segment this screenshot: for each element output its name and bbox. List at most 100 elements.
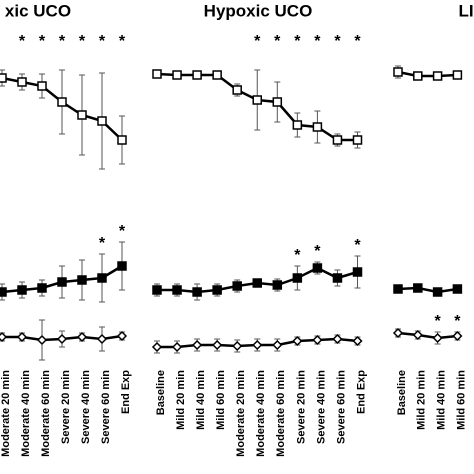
significance-star: *	[39, 33, 46, 50]
panel-title: xic UCO	[5, 1, 71, 20]
x-tick-label: End Exp	[120, 370, 132, 414]
significance-star: *	[59, 33, 66, 50]
significance-star: *	[119, 223, 126, 240]
significance-star: *	[99, 33, 106, 50]
x-tick-label: Baseline	[396, 370, 408, 415]
point	[212, 339, 223, 351]
point	[57, 97, 67, 107]
x-tick-label: Severe 60 min	[335, 370, 347, 444]
point	[16, 331, 28, 343]
significance-star: *	[274, 33, 281, 50]
point	[312, 334, 323, 346]
point	[76, 331, 88, 343]
series-line	[397, 286, 458, 294]
x-tick-label: Severe 40 min	[315, 370, 327, 444]
point	[292, 120, 303, 130]
x-tick-label: Severe 20 min	[295, 370, 307, 444]
point	[232, 281, 242, 291]
point	[352, 335, 363, 347]
point	[232, 340, 243, 352]
significance-star: *	[79, 33, 86, 50]
point	[17, 77, 27, 87]
significance-star: *	[434, 313, 441, 330]
point	[192, 287, 202, 297]
point	[57, 277, 67, 287]
point	[116, 330, 128, 342]
point	[56, 333, 68, 345]
series-line	[397, 70, 458, 78]
x-tick-label: Severe 40 min	[80, 370, 92, 444]
point	[272, 97, 283, 107]
x-tick-label: Moderate 20 min	[235, 370, 247, 457]
point	[117, 135, 127, 145]
point	[332, 135, 343, 145]
point	[36, 334, 48, 346]
point	[332, 273, 343, 283]
significance-star: *	[354, 237, 361, 254]
point	[172, 70, 182, 80]
series-line	[397, 331, 458, 340]
point	[0, 73, 7, 83]
point	[77, 275, 87, 285]
x-tick-label: Moderate 40 min	[20, 370, 32, 457]
point	[212, 285, 222, 295]
x-tick-label: Baseline	[155, 370, 167, 415]
point	[172, 285, 182, 295]
point	[452, 70, 463, 80]
significance-star: *	[314, 33, 321, 50]
x-tick-label: Moderate 20 min	[0, 370, 12, 457]
x-tick-label: Severe 60 min	[100, 370, 112, 444]
point	[432, 332, 443, 344]
point	[96, 333, 108, 345]
point	[312, 263, 323, 273]
x-tick-label: Mild 20 min	[416, 370, 428, 430]
significance-star: *	[314, 243, 321, 260]
point	[152, 69, 162, 79]
point	[252, 278, 262, 288]
point	[97, 116, 107, 126]
point	[37, 283, 47, 293]
significance-star: *	[294, 33, 301, 50]
point	[292, 273, 303, 283]
significance-star: *	[19, 33, 26, 50]
point	[151, 341, 163, 353]
x-tick-label: Moderate 40 min	[255, 370, 267, 457]
x-tick-label: Mild 60 min	[455, 370, 467, 430]
point	[332, 333, 343, 345]
x-tick-label: Mild 40 min	[195, 370, 207, 430]
point	[192, 339, 203, 351]
point	[452, 284, 463, 294]
significance-star: *	[99, 235, 106, 252]
point	[17, 285, 27, 295]
significance-star: *	[119, 33, 126, 50]
point	[252, 339, 263, 351]
panel-title: Hypoxic UCO	[204, 1, 313, 20]
point	[452, 330, 463, 342]
point	[171, 341, 183, 353]
point	[272, 280, 283, 290]
significance-star: *	[294, 247, 301, 264]
x-tick-label: Mild 40 min	[436, 370, 448, 430]
point	[212, 70, 222, 80]
point	[312, 122, 323, 132]
point	[77, 110, 87, 120]
point	[37, 81, 47, 91]
point	[413, 283, 423, 293]
point	[352, 135, 363, 145]
panel-title: LI	[458, 1, 473, 20]
point	[252, 95, 262, 105]
point	[413, 71, 423, 81]
point	[97, 273, 107, 283]
significance-star: *	[354, 33, 361, 50]
point	[432, 71, 443, 81]
point	[392, 327, 404, 339]
x-tick-label: Moderate 60 min	[40, 370, 52, 457]
point	[232, 85, 242, 95]
point	[393, 67, 403, 77]
x-tick-label: Moderate 60 min	[275, 370, 287, 457]
point	[432, 287, 443, 297]
point	[292, 335, 303, 347]
x-tick-label: Mild 60 min	[215, 370, 227, 430]
significance-star: *	[254, 33, 261, 50]
